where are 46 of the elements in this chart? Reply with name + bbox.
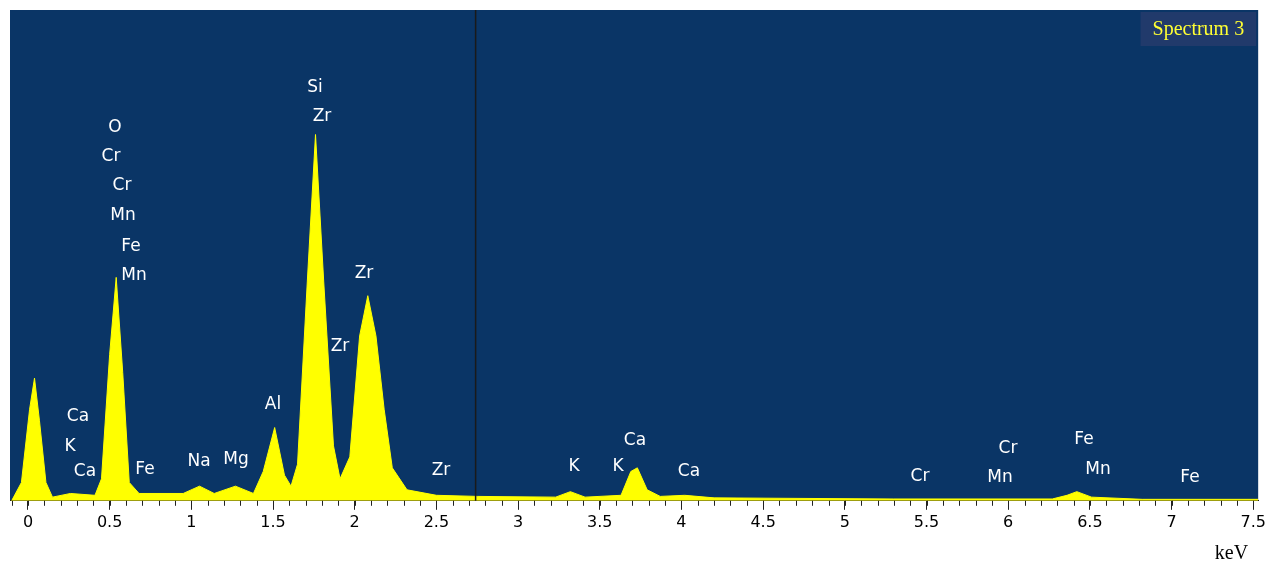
annotation: Na (187, 450, 211, 471)
annotation: Ca (66, 405, 90, 426)
annotation: Cr (910, 465, 930, 486)
x-tick-label: 7.5 (1240, 511, 1266, 531)
annotation: Zr (354, 262, 374, 283)
x-tick-label: 3.5 (587, 511, 613, 531)
annotation: Mn (987, 466, 1013, 487)
annotation: Mg (223, 448, 249, 469)
x-tick-label: 0.5 (96, 511, 123, 531)
annotation: Mn (1085, 458, 1111, 479)
annotation: Fe (1180, 466, 1200, 487)
annotation: O (108, 116, 122, 137)
x-tick-label: 1.5 (260, 511, 286, 531)
x-axis-title: keV (1214, 541, 1249, 563)
x-tick-label: 6.5 (1077, 511, 1103, 531)
annotation: Fe (135, 458, 155, 479)
x-tick-label: 5 (839, 511, 850, 531)
annotation: Fe (121, 235, 141, 256)
x-tick-label: 1 (186, 511, 197, 531)
x-tick-label: 0 (22, 511, 34, 531)
annotation: K (568, 455, 581, 476)
text: Zr (312, 105, 332, 126)
annotation: Cr (112, 174, 132, 195)
annotation: Cr (998, 437, 1018, 458)
text: Si (307, 76, 323, 97)
x-tick-label: 5.5 (913, 511, 940, 531)
annotation: Cr (101, 145, 121, 166)
annotation: Mn (121, 264, 147, 285)
annotation: Mn (110, 204, 136, 225)
annotation: Zr (330, 335, 350, 356)
annotation: Al (264, 393, 282, 414)
annotation: Zr (431, 459, 451, 480)
x-tick-label: 3 (513, 511, 524, 531)
x-tick-label: 4.5 (750, 511, 776, 531)
annotation: Ca (677, 460, 701, 481)
x-tick-label: 4 (676, 511, 687, 531)
annotation: Ca (73, 460, 97, 481)
x-tick-label: 2.5 (423, 511, 450, 531)
annotation: K (64, 435, 77, 456)
x-tick-label: 6 (1003, 511, 1014, 531)
annotation: Fe (1074, 428, 1094, 449)
x-tick-label: 2 (349, 511, 360, 531)
annotation: K (612, 455, 625, 476)
chart-title: Spectrum 3 (1152, 17, 1245, 41)
x-tick-label: 7 (1166, 511, 1177, 531)
annotation: Ca (623, 429, 647, 450)
